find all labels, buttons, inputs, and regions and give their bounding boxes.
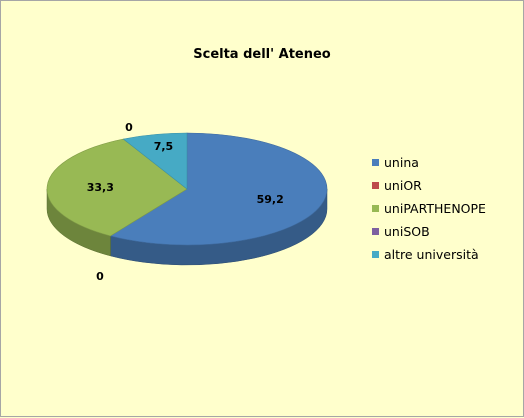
data-label-unina: 59,2: [257, 193, 284, 206]
legend-item-unior: uniOR: [372, 174, 486, 197]
chart-title: Scelta dell' Ateneo: [193, 47, 331, 62]
legend-label: unina: [384, 155, 419, 170]
legend-swatch: [372, 205, 379, 212]
pie-slice-altre-universit: [122, 132, 188, 190]
pie-top: [46, 132, 328, 246]
data-label-unior: 0: [125, 121, 133, 134]
data-label-uniparthenope: 33,3: [87, 181, 114, 194]
legend-swatch: [372, 251, 379, 258]
legend-item-uniparthenope: uniPARTHENOPE: [372, 197, 486, 220]
pie-slice-unina: [109, 132, 328, 246]
legend-swatch: [372, 159, 379, 166]
legend-swatch: [372, 228, 379, 235]
data-label-altre-universit: 7,5: [154, 140, 174, 153]
legend-item-unina: unina: [372, 151, 486, 174]
legend-label: uniPARTHENOPE: [384, 201, 486, 216]
pie-slice-uniparthenope: [46, 138, 188, 237]
legend-label: uniSOB: [384, 224, 430, 239]
legend-label: uniOR: [384, 178, 422, 193]
data-labels: 59,2 0 33,3 0 7,5: [87, 121, 284, 283]
data-label-unisob: 0: [96, 270, 104, 283]
legend: unina uniOR uniPARTHENOPE uniSOB altre unive…: [372, 151, 486, 266]
legend-label: altre università: [384, 247, 479, 262]
legend-swatch: [372, 182, 379, 189]
legend-item-unisob: uniSOB: [372, 220, 486, 243]
legend-item-altre-universit: altre università: [372, 243, 486, 266]
